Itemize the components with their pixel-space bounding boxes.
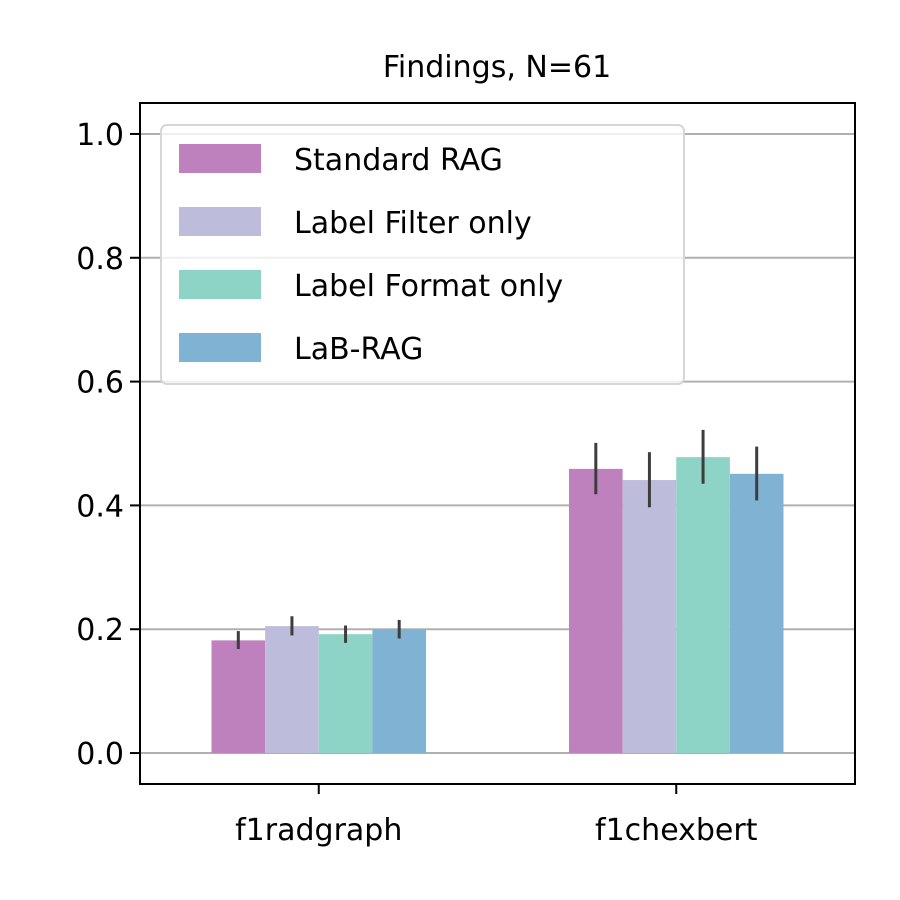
x-tick-label: f1radgraph [235,813,402,848]
legend-label: Standard RAG [294,143,503,178]
bar-label-format-only-f1chexbert [676,457,730,754]
error-bar-group [236,429,759,650]
bar-label-filter-only-f1chexbert [622,480,677,754]
x-tick-label: f1chexbert [595,813,758,848]
y-tick-label: 0.8 [76,242,124,277]
legend-swatch [179,270,261,299]
legend-swatch [179,144,261,173]
chart-title: Findings, N=61 [383,50,611,85]
legend-box [160,124,685,385]
y-tick-label: 0.4 [76,489,124,524]
bar-standard-rag-f1radgraph [211,640,266,754]
plot-frame [139,102,856,785]
bar-lab-rag-f1radgraph [372,629,426,754]
bar-label-format-only-f1radgraph [318,634,373,754]
bar-lab-rag-f1chexbert [729,473,784,754]
bar-standard-rag-f1chexbert [569,468,623,754]
bar-group [211,457,784,754]
legend-label: Label Format only [294,269,563,304]
legend-swatch [179,207,261,236]
legend: Standard RAG Label Filter only Label Forma… [160,124,685,385]
bar-label-filter-only-f1radgraph [265,626,319,754]
legend-label: LaB-RAG [294,332,423,367]
legend-swatch [179,333,261,362]
legend-label: Label Filter only [294,206,532,241]
y-tick-label: 1.0 [76,118,124,153]
y-tick-label: 0.6 [76,366,124,401]
x-axis: f1radgraph f1chexbert [235,784,758,848]
y-tick-label: 0.2 [76,613,124,648]
y-tick-label: 0.0 [76,737,124,772]
y-axis: 0.0 0.2 0.4 0.6 0.8 1.0 [76,118,140,772]
